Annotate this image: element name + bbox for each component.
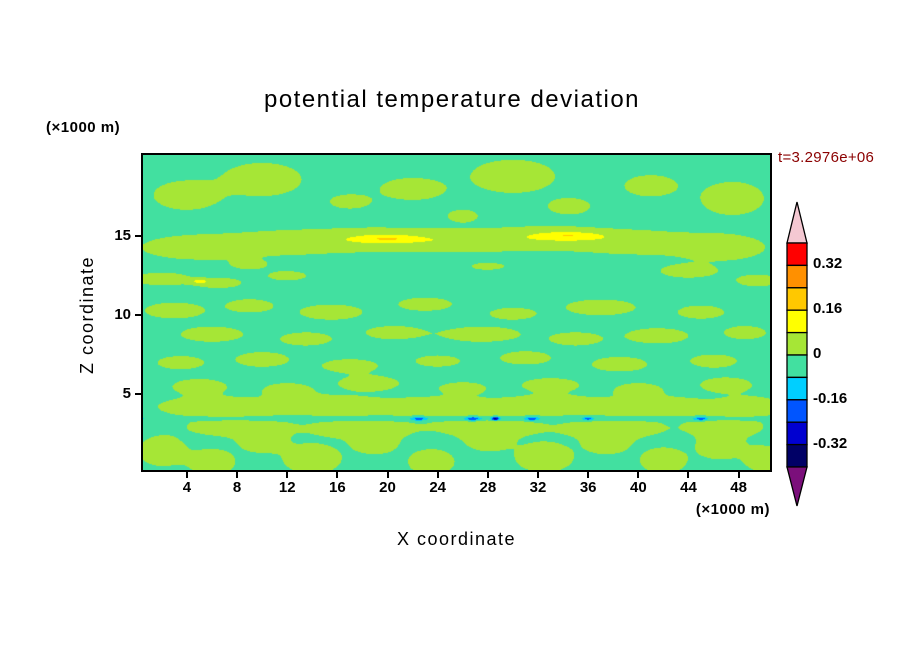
colorbar-band: [786, 242, 808, 267]
x-axis-tick: [587, 472, 590, 478]
colorbar-under-arrow: [786, 466, 808, 507]
y-axis-units-label: (×1000 m): [46, 119, 121, 136]
x-tick-label: 40: [629, 479, 647, 496]
colorbar-band: [786, 421, 808, 446]
y-axis-tick: [135, 393, 141, 396]
x-tick-label: 12: [278, 479, 296, 496]
x-axis-units-label: (×1000 m): [695, 501, 770, 518]
y-tick-label: 15: [114, 227, 131, 245]
time-annotation: t=3.2976e+06: [778, 149, 875, 166]
colorbar-tick-label: -0.32: [813, 434, 848, 452]
x-axis-tick: [336, 472, 339, 478]
x-tick-label: 16: [329, 479, 346, 496]
colorbar-band: [786, 376, 808, 401]
colorbar-band: [786, 443, 808, 468]
x-tick-label: 44: [680, 479, 697, 496]
x-axis-tick: [436, 472, 439, 478]
colorbar-band: [786, 287, 808, 311]
y-tick-label: 10: [114, 306, 131, 324]
colorbar-band: [786, 331, 808, 356]
y-tick-label: 5: [122, 385, 131, 403]
chart-title: potential temperature deviation: [263, 86, 641, 113]
colorbar-tick-label: 0: [813, 345, 822, 362]
x-axis-tick: [486, 472, 489, 478]
colorbar-band: [786, 309, 808, 334]
x-tick-label: 32: [529, 479, 547, 496]
x-tick-label: 24: [429, 479, 447, 496]
x-axis-tick: [537, 472, 539, 478]
x-tick-label: 36: [579, 479, 597, 496]
plot-frame: [141, 153, 772, 472]
colorbar-tick-label: 0.16: [813, 300, 843, 318]
y-axis-tick: [135, 235, 141, 238]
y-axis-tick: [135, 314, 141, 317]
x-tick-label: 20: [379, 479, 396, 496]
colorbar-band: [786, 399, 808, 423]
colorbar-band: [786, 264, 808, 289]
x-axis-tick: [737, 472, 740, 478]
x-axis-tick: [687, 472, 690, 478]
colorbar-tick-label: -0.16: [813, 389, 848, 407]
contour-field-canvas: [143, 155, 770, 470]
x-tick-label: 48: [730, 479, 747, 496]
x-axis-tick: [236, 472, 239, 478]
colorbar-tick-label: 0.32: [813, 255, 843, 273]
x-tick-label: 8: [232, 479, 242, 496]
x-axis-tick: [386, 472, 389, 478]
x-tick-label: 4: [182, 479, 192, 496]
x-tick-label: 28: [479, 479, 497, 496]
colorbar-band: [786, 354, 808, 379]
colorbar-over-arrow: [786, 201, 808, 244]
x-axis-tick: [286, 472, 289, 478]
x-axis-tick: [185, 472, 188, 478]
x-axis-tick: [637, 472, 640, 478]
x-axis-title: X coordinate: [396, 529, 517, 549]
colorbar: [786, 201, 808, 507]
